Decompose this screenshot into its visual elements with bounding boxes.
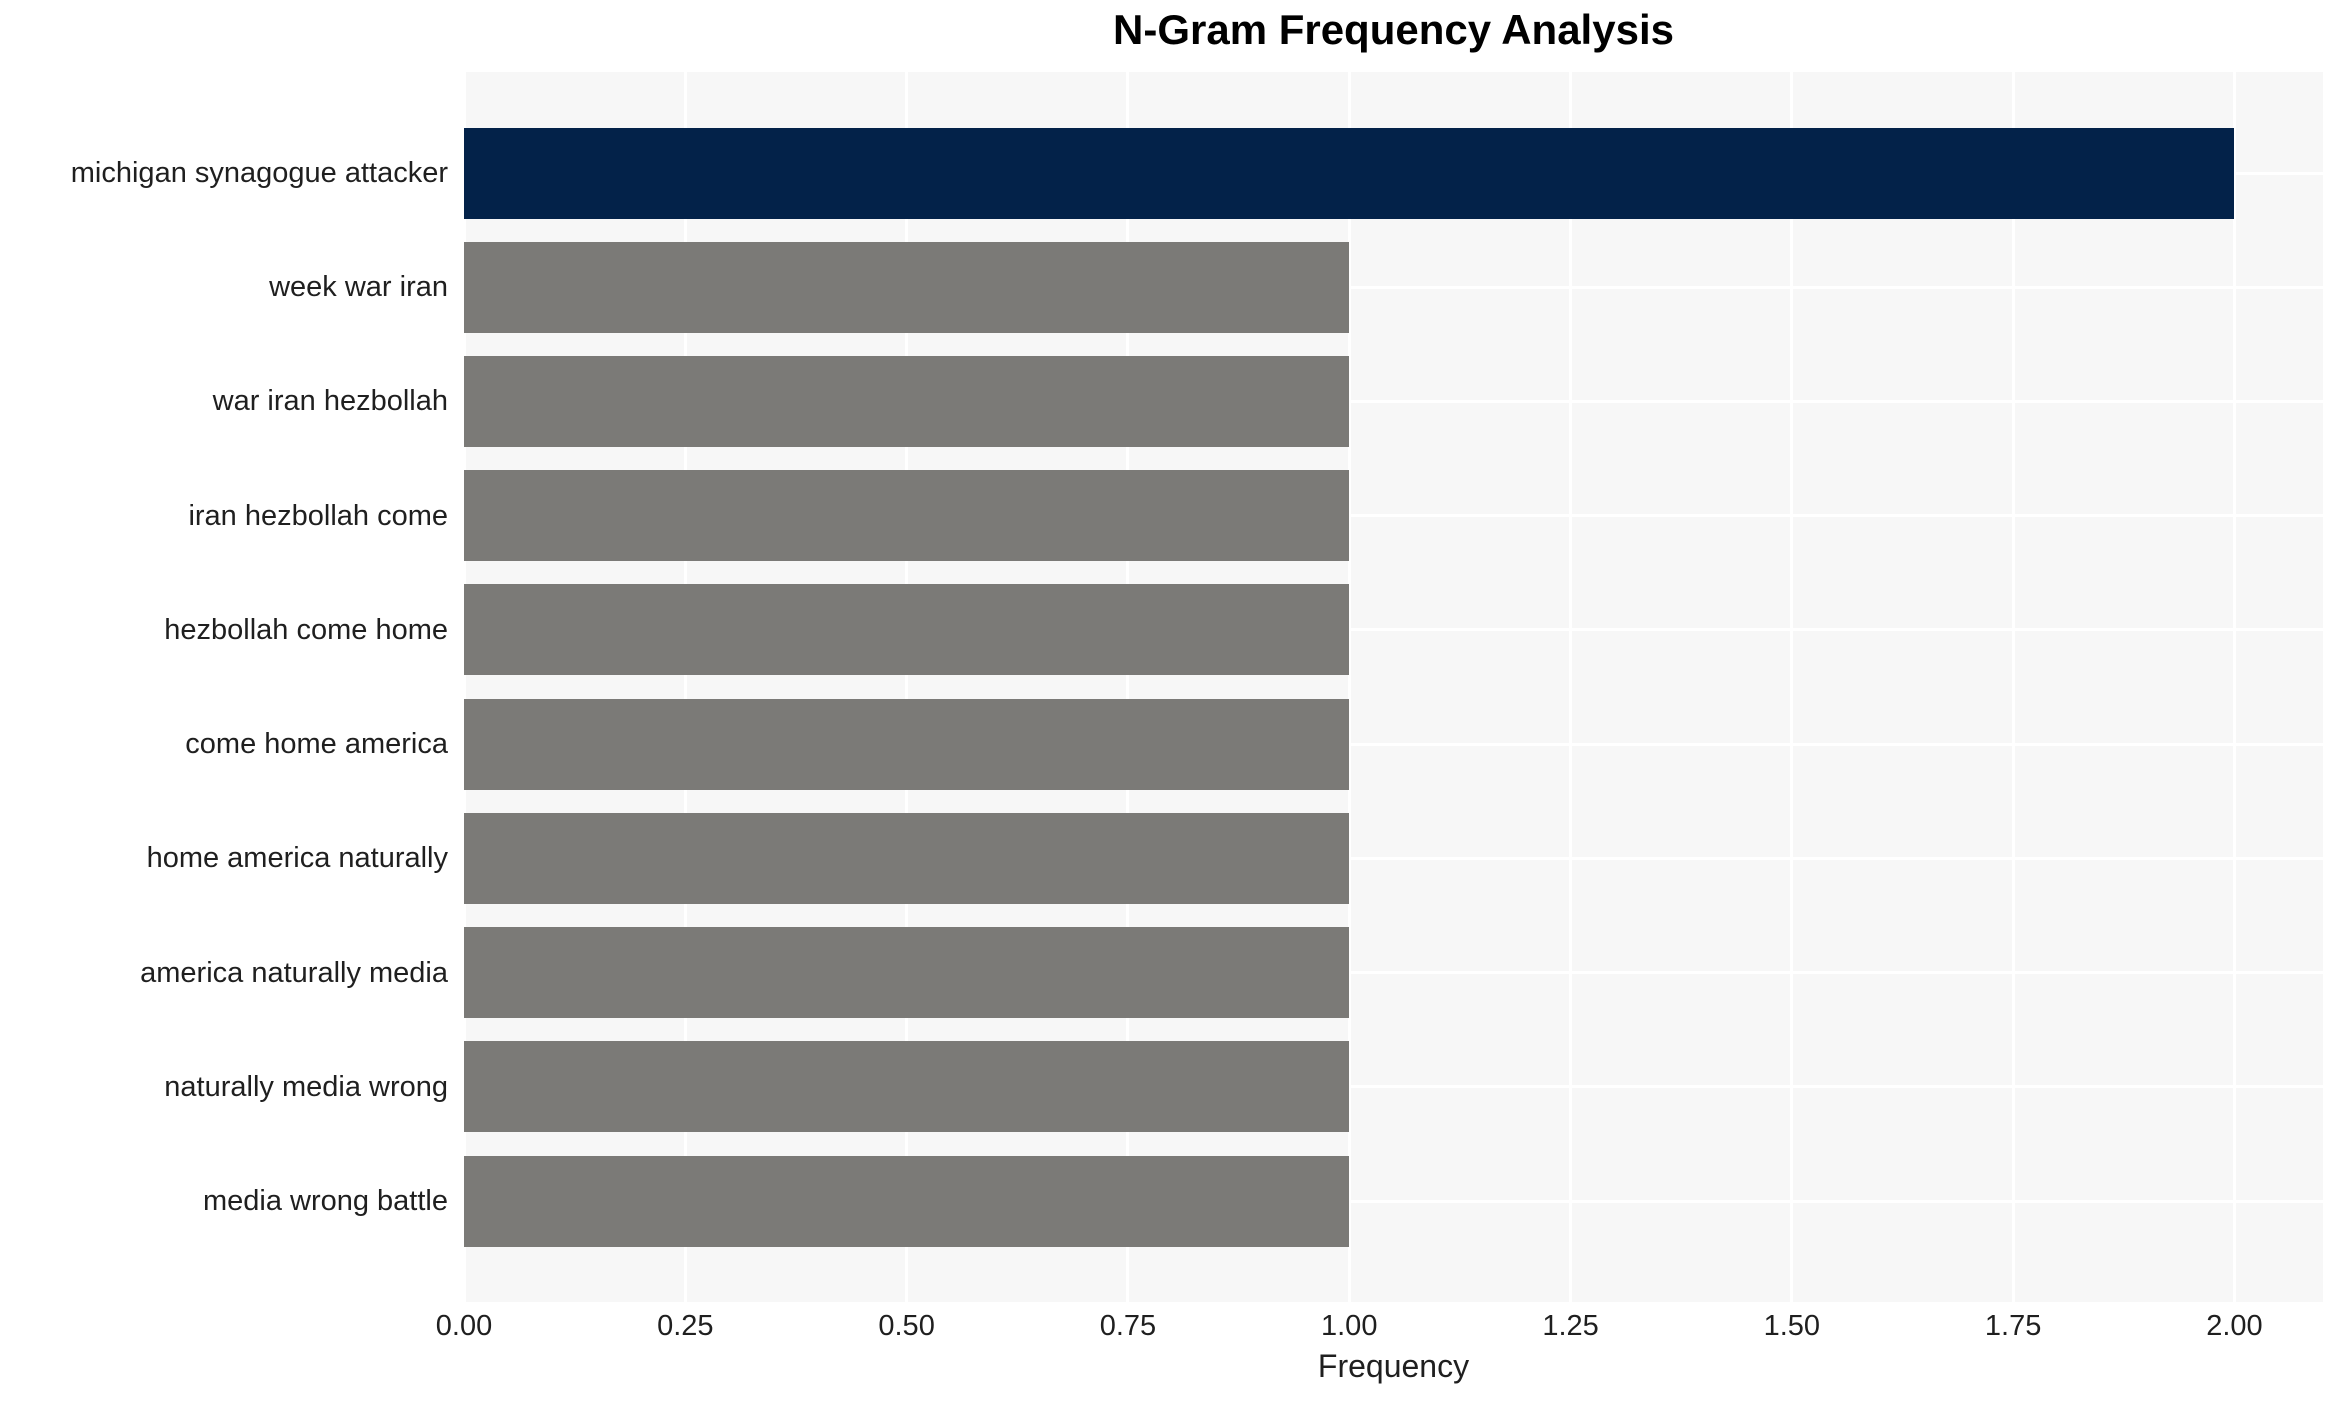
y-gridline [464,856,2323,860]
x-tick-label: 0.25 [657,1310,714,1342]
y-gridline [464,514,2323,518]
y-tick-label: media wrong battle [202,1185,448,1217]
bar-week-war-iran [464,241,1350,333]
x-tick-label: 0.75 [1099,1310,1157,1342]
chart-title: N-Gram Frequency Analysis [1113,6,1674,53]
y-gridline [464,1199,2323,1203]
bar-war-iran-hezbollah [464,355,1350,447]
y-gridline [464,399,2323,403]
x-tick-label: 0.00 [435,1310,493,1342]
x-tick-label: 1.75 [1984,1310,2042,1342]
x-tick-label: 1.50 [1763,1310,1821,1342]
y-gridline [464,971,2323,975]
bar-america-naturally-media [464,927,1350,1019]
bar-iran-hezbollah-come [464,470,1350,562]
y-axis-tick-labels: michigan synagogue attacker week war iran… [0,72,448,1302]
y-gridline [464,1085,2323,1089]
x-tick-label: 1.00 [1321,1310,1378,1342]
x-tick-label: 2.00 [2206,1310,2263,1342]
x-gridline [464,72,466,1302]
x-gridline [1347,72,1351,1302]
y-tick-label: michigan synagogue attacker [70,157,448,189]
y-gridline [464,742,2323,746]
bar-hezbollah-come-home [464,584,1350,676]
y-tick-label: naturally media wrong [164,1070,448,1103]
x-axis-title: Frequency [1317,1348,1470,1384]
y-tick-label: home america naturally [146,842,448,875]
x-gridline [905,72,909,1302]
bar-come-home-america [464,698,1350,790]
y-gridline [464,628,2323,632]
bar-media-wrong-battle [464,1155,1350,1247]
x-gridline [1126,72,1130,1302]
x-tick-label: 1.25 [1542,1310,1599,1342]
y-tick-label: america naturally media [140,956,448,989]
y-tick-label: war iran hezbollah [212,385,448,418]
x-gridline [1569,72,1573,1302]
y-tick-label: come home america [185,728,448,761]
x-gridline [1790,72,1794,1302]
x-gridline [683,72,687,1302]
bar-michigan-synagogue-attacker [464,127,2235,219]
bar-naturally-media-wrong [464,1041,1350,1133]
y-tick-label: hezbollah come home [164,613,448,646]
y-tick-label: week war iran [269,271,448,304]
y-tick-label: iran hezbollah come [188,499,448,532]
x-gridline [2232,72,2236,1302]
x-tick-label: 0.50 [878,1310,935,1342]
y-gridline [464,285,2323,289]
plot-area [464,72,2323,1302]
x-gridline [2011,72,2015,1302]
bar-home-america-naturally [464,812,1350,904]
